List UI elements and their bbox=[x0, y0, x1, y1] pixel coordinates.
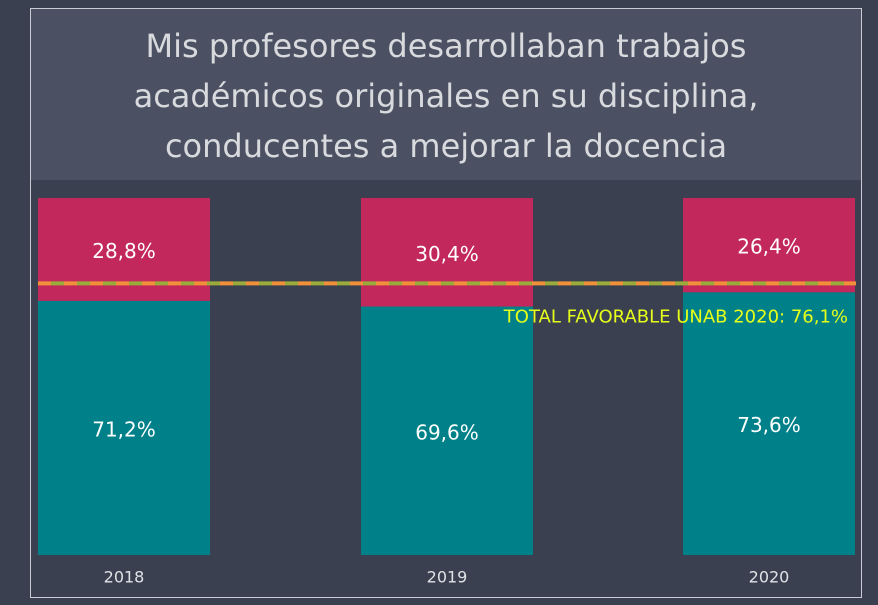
x-tick-label: 2018 bbox=[104, 568, 145, 587]
x-tick-label: 2020 bbox=[749, 568, 790, 587]
bar-segment bbox=[683, 292, 855, 555]
title-box bbox=[30, 8, 862, 180]
value-label: 69,6% bbox=[415, 420, 479, 444]
bar-segment bbox=[361, 306, 533, 555]
chart-title: conducentes a mejorar la docencia bbox=[165, 127, 727, 165]
value-label: 26,4% bbox=[737, 235, 801, 259]
value-label: 73,6% bbox=[737, 413, 801, 437]
bar-segment bbox=[683, 198, 855, 293]
chart-border bbox=[30, 8, 862, 598]
x-tick-label: 2019 bbox=[427, 568, 468, 587]
value-label: 30,4% bbox=[415, 242, 479, 266]
value-label: 71,2% bbox=[92, 417, 156, 441]
value-label: 28,8% bbox=[92, 239, 156, 263]
chart-title: académicos originales en su disciplina, bbox=[134, 77, 759, 115]
bar-segment bbox=[361, 198, 533, 307]
chart-title: Mis profesores desarrollaban trabajos bbox=[146, 27, 747, 65]
reference-label: TOTAL FAVORABLE UNAB 2020: 76,1% bbox=[503, 306, 848, 327]
bar-segment bbox=[38, 300, 210, 555]
